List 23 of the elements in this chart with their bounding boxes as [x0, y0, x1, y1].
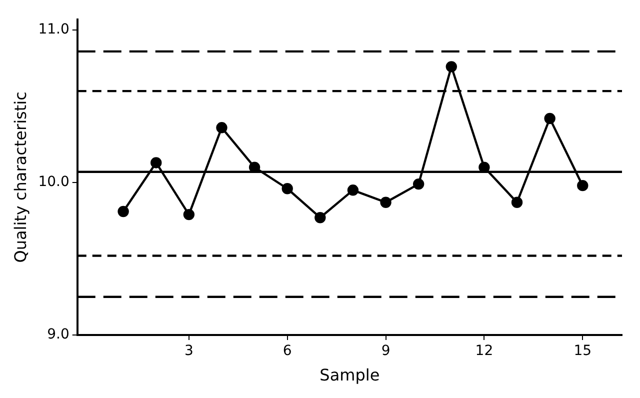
point	[314, 212, 326, 224]
y-tick-label: 9.0	[47, 326, 70, 343]
point	[446, 61, 457, 72]
point	[412, 178, 424, 190]
point	[282, 183, 293, 194]
point	[150, 157, 162, 168]
point	[380, 196, 392, 208]
x-tick-label: 3	[184, 343, 194, 360]
x-tick-label: 15	[574, 343, 592, 360]
point	[347, 184, 359, 196]
point	[216, 122, 228, 134]
point	[511, 196, 523, 208]
point	[544, 112, 556, 124]
x-tick-label: 6	[282, 343, 292, 360]
point	[577, 180, 588, 192]
x-axis-title: Sample	[320, 366, 380, 385]
y-tick-label: 11.0	[38, 22, 70, 38]
x-tick-label: 9	[381, 343, 390, 360]
point	[118, 206, 129, 218]
y-tick-label: 10.0	[38, 174, 70, 190]
point	[183, 208, 195, 220]
y-axis-title: Quality characteristic	[10, 92, 30, 263]
x-tick-label: 12	[475, 343, 494, 360]
